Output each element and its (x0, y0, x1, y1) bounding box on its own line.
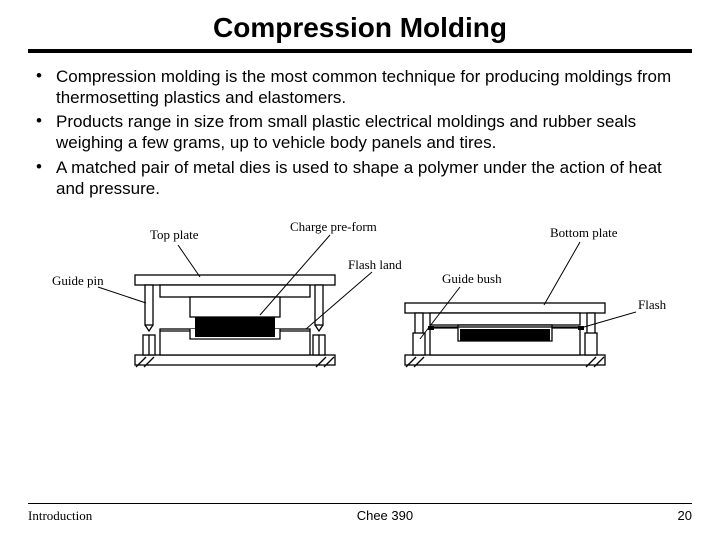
label-bottom-plate: Bottom plate (550, 225, 618, 240)
footer-rule (28, 503, 692, 504)
label-guide-pin: Guide pin (52, 273, 104, 288)
slide-title: Compression Molding (28, 12, 692, 44)
label-flash: Flash (638, 297, 667, 312)
diagram-container: Top plate Charge pre-form Bottom plate G… (28, 217, 692, 417)
label-guide-bush: Guide bush (442, 271, 502, 286)
right-mold-icon (405, 303, 605, 367)
list-item: Compression molding is the most common t… (34, 67, 692, 108)
compression-mold-diagram: Top plate Charge pre-form Bottom plate G… (50, 217, 670, 417)
footer-center: Chee 390 (357, 508, 413, 524)
label-charge-preform: Charge pre-form (290, 219, 377, 234)
list-item: A matched pair of metal dies is used to … (34, 158, 692, 199)
footer-left: Introduction (28, 508, 92, 524)
title-underline (28, 49, 692, 53)
bullet-list: Compression molding is the most common t… (28, 67, 692, 199)
label-top-plate: Top plate (150, 227, 199, 242)
list-item: Products range in size from small plasti… (34, 112, 692, 153)
left-mold-icon (135, 275, 335, 367)
footer-right: 20 (678, 508, 692, 524)
slide-footer: Introduction Chee 390 20 (28, 503, 692, 524)
label-flash-land: Flash land (348, 257, 402, 272)
